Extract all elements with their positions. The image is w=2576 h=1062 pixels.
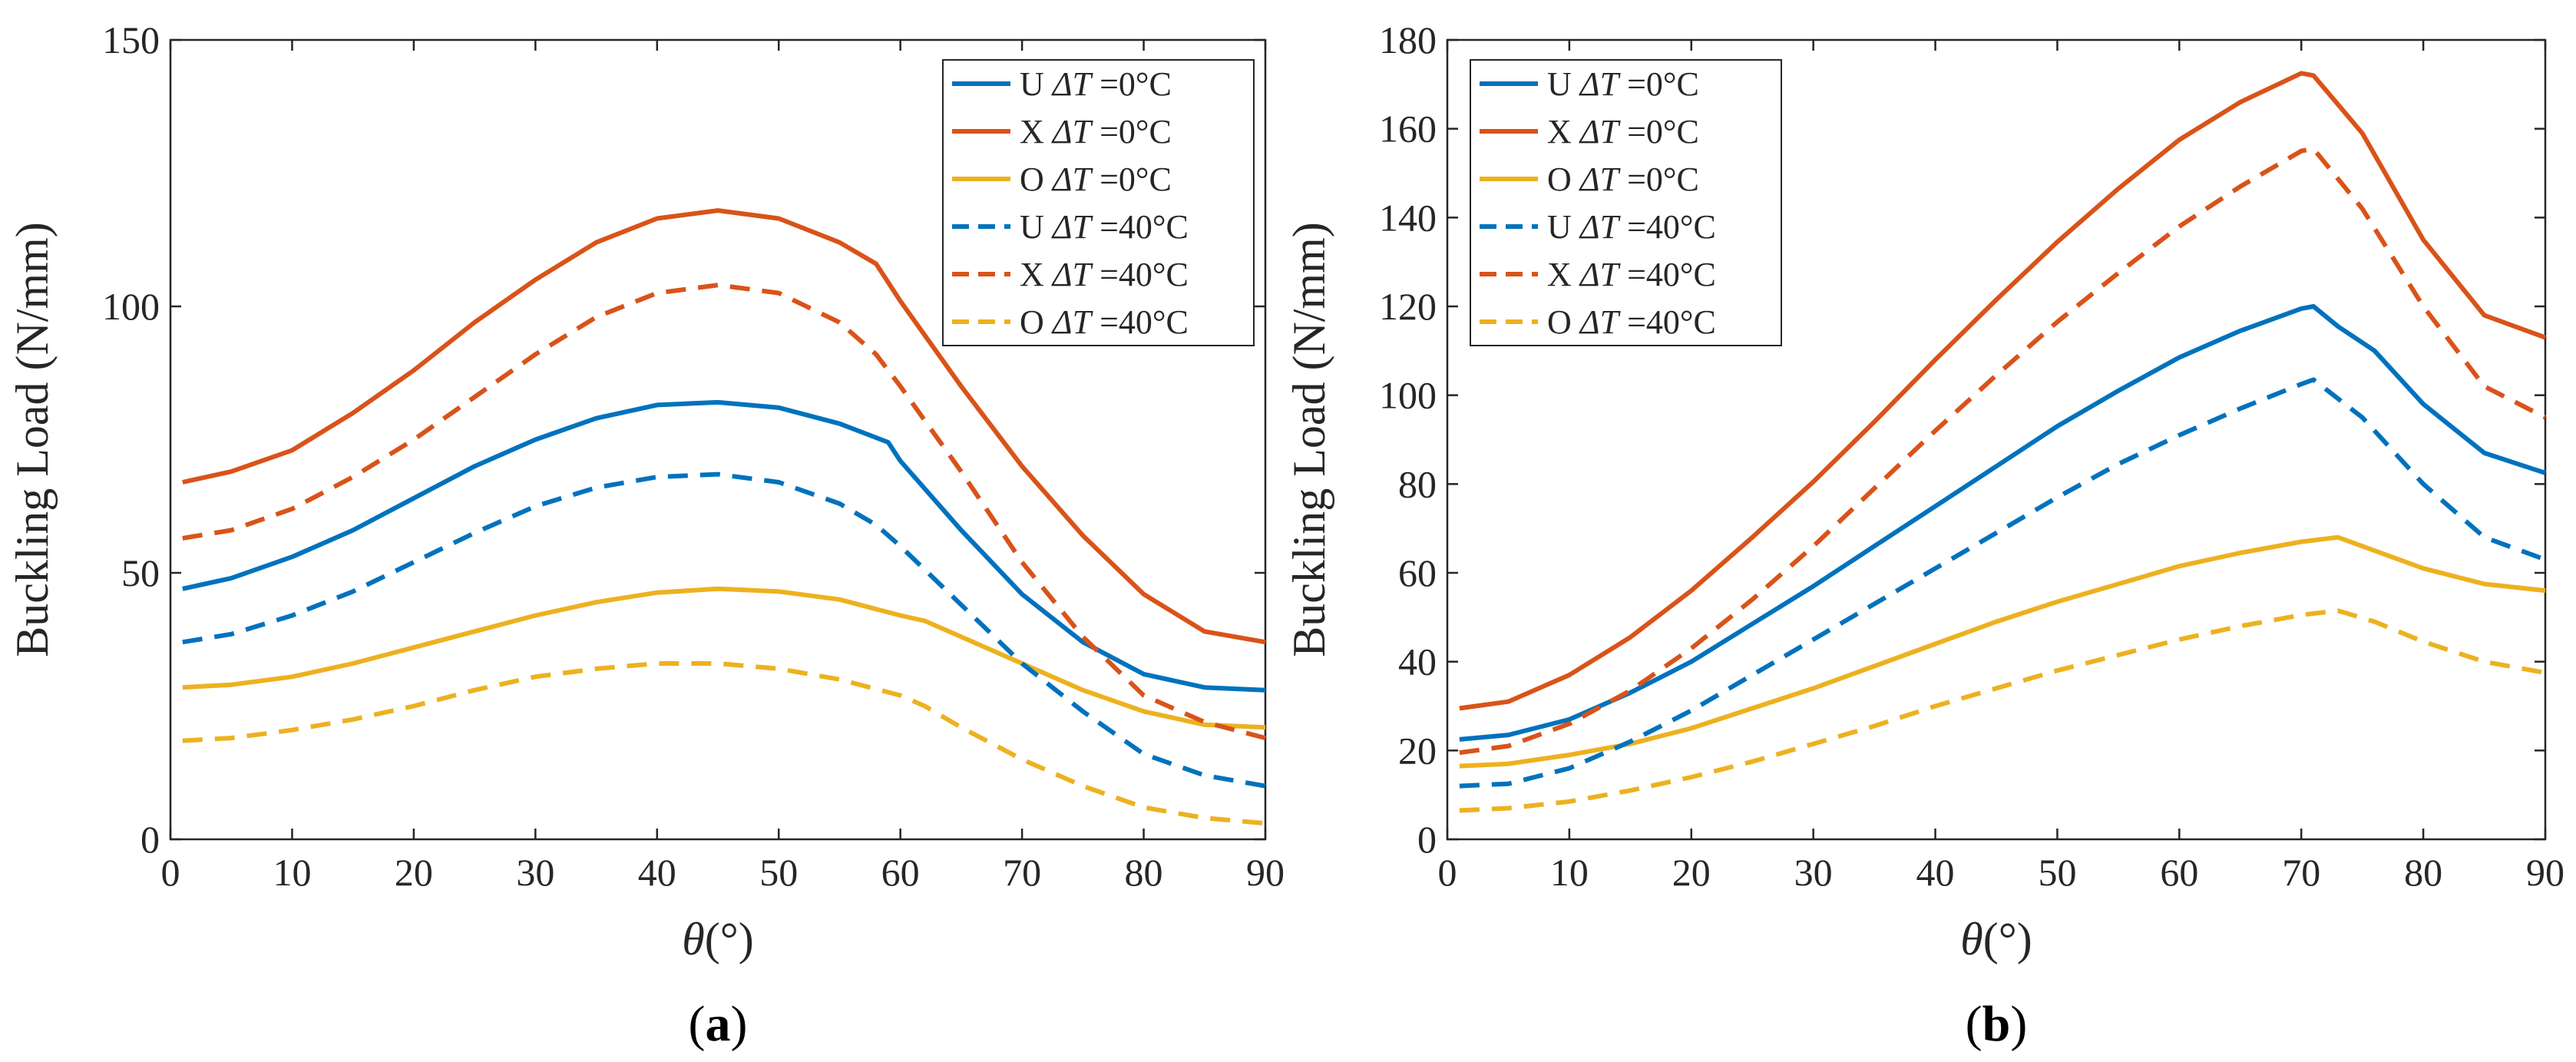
plot-area-frame xyxy=(169,38,1267,841)
x-axis-label: θ(°) xyxy=(1960,914,2032,964)
y-tick-label: 20 xyxy=(1398,729,1437,772)
x-tick-label: 80 xyxy=(2404,851,2442,894)
series-line-4 xyxy=(1459,146,2547,756)
y-tick-label: 100 xyxy=(1379,374,1437,417)
legend: U ΔT =0°C X ΔT =0°C O ΔT =0°C U ΔT =40°C X Δ… xyxy=(1470,59,1782,346)
x-tick-label: 0 xyxy=(1438,851,1457,894)
legend-entry-label: X ΔT =40°C xyxy=(1020,256,1189,293)
y-tick-label: 150 xyxy=(102,18,160,61)
x-axis-label: θ(°) xyxy=(682,914,753,964)
legend-entry-label: U ΔT =0°C xyxy=(1020,65,1172,103)
x-tick-label: 20 xyxy=(1672,851,1711,894)
y-tick-label: 140 xyxy=(1379,196,1437,239)
legend-entry-label: X ΔT =40°C xyxy=(1547,256,1716,293)
legend-entry-label: U ΔT =0°C xyxy=(1547,65,1699,103)
x-tick-label: 90 xyxy=(2526,851,2564,894)
y-tick-label: 0 xyxy=(141,818,160,861)
y-tick-label: 50 xyxy=(121,551,160,594)
x-tick-label: 70 xyxy=(1003,851,1041,894)
series-line-2 xyxy=(182,586,1266,730)
legend-entry-label: O ΔT =0°C xyxy=(1547,160,1699,198)
y-tick-label: 180 xyxy=(1379,18,1437,61)
series-line-5 xyxy=(182,661,1266,826)
series-line-3 xyxy=(1459,377,2547,789)
series-line-3 xyxy=(182,471,1266,789)
y-tick-label: 40 xyxy=(1398,640,1437,683)
y-tick-label: 80 xyxy=(1398,462,1437,505)
series-line-1 xyxy=(182,208,1266,645)
legend: U ΔT =0°C X ΔT =0°C O ΔT =0°C U ΔT =40°C X Δ… xyxy=(942,59,1255,346)
x-tick-label: 40 xyxy=(1916,851,1955,894)
y-axis-label: Buckling Load (N/mm) xyxy=(7,222,58,657)
legend-entry-label: X ΔT =0°C xyxy=(1547,113,1699,151)
x-tick-label: 10 xyxy=(273,851,311,894)
y-tick-label: 120 xyxy=(1379,285,1437,328)
panel-label: (a) xyxy=(689,996,748,1052)
legend-entry-label: O ΔT =40°C xyxy=(1020,303,1189,341)
x-tick-label: 80 xyxy=(1125,851,1163,894)
legend-entry-label: U ΔT =40°C xyxy=(1020,208,1189,246)
series-line-5 xyxy=(1459,608,2546,813)
y-tick-label: 160 xyxy=(1379,108,1437,151)
x-tick-label: 20 xyxy=(395,851,433,894)
chart-panel-b: 0 10 20 30 40 50 60 70 80 90 0 20 40 60 80 100 120 140 160… xyxy=(1284,18,2564,1052)
legend-box xyxy=(942,59,1255,346)
y-tick-label: 0 xyxy=(1417,818,1437,861)
series-line-0 xyxy=(182,399,1266,693)
y-axis-label: Buckling Load (N/mm) xyxy=(1284,222,1334,657)
chart-panel-a: 0 10 20 30 40 50 60 70 80 90 0 50 100 150 θ(°) Buckling… xyxy=(7,18,1285,1052)
plot-area-frame xyxy=(1446,38,2547,841)
series-line-2 xyxy=(1459,534,2546,769)
x-tick-label: 0 xyxy=(161,851,180,894)
y-tick-label: 60 xyxy=(1398,551,1437,594)
legend-entry-label: U ΔT =40°C xyxy=(1547,208,1716,246)
x-tick-label: 60 xyxy=(2160,851,2198,894)
y-tick-label: 100 xyxy=(102,285,160,328)
legend-entry-label: O ΔT =40°C xyxy=(1547,303,1716,341)
x-tick-label: 10 xyxy=(1550,851,1589,894)
x-tick-label: 50 xyxy=(759,851,798,894)
legend-entry-label: X ΔT =0°C xyxy=(1020,113,1172,151)
series-line-4 xyxy=(182,283,1266,741)
x-tick-label: 60 xyxy=(881,851,920,894)
x-tick-label: 70 xyxy=(2282,851,2320,894)
x-tick-label: 30 xyxy=(516,851,554,894)
legend-entry-label: O ΔT =0°C xyxy=(1020,160,1172,198)
x-tick-label: 30 xyxy=(1794,851,1833,894)
legend-box xyxy=(1470,59,1782,346)
x-tick-label: 40 xyxy=(638,851,676,894)
x-tick-label: 90 xyxy=(1246,851,1285,894)
panel-label: (b) xyxy=(1966,996,2028,1052)
x-tick-label: 50 xyxy=(2038,851,2076,894)
series-line-1 xyxy=(1459,71,2547,711)
series-line-0 xyxy=(1459,304,2546,742)
